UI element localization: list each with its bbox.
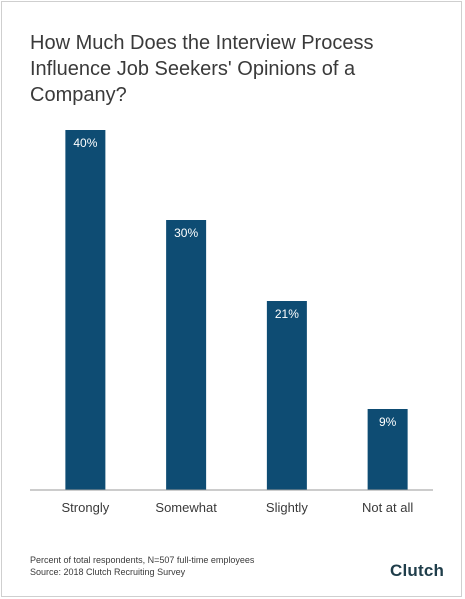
clutch-logo: Clutch xyxy=(390,561,444,581)
labels-group: 40% Strongly 30% Somewhat 21% Slightly 9% Not a… xyxy=(62,136,414,515)
footnote-respondents: Percent of total respondents, N=507 full… xyxy=(30,555,255,565)
category-label-slightly: Slightly xyxy=(266,500,308,515)
bar-not-at-all xyxy=(367,409,408,490)
value-label-strongly: 40% xyxy=(73,136,97,150)
footnote-source: Source: 2018 Clutch Recruiting Survey xyxy=(30,567,186,577)
logo-text: Clutch xyxy=(390,561,445,580)
category-label-strongly: Strongly xyxy=(62,500,110,515)
bars-group xyxy=(65,130,408,490)
title-line-2: Influence Job Seekers' Opinions of a Com… xyxy=(30,58,356,106)
value-label-slightly: 21% xyxy=(275,307,299,321)
value-label-somewhat: 30% xyxy=(174,226,198,240)
category-label-somewhat: Somewhat xyxy=(155,500,217,515)
value-label-not-at-all: 9% xyxy=(379,415,397,429)
bar-strongly xyxy=(65,130,106,490)
bar-somewhat xyxy=(166,220,207,490)
chart-title: How Much Does the Interview Process Infl… xyxy=(30,30,450,108)
bar-slightly xyxy=(266,301,307,490)
category-label-not-at-all: Not at all xyxy=(362,500,413,515)
title-line-1: How Much Does the Interview Process xyxy=(30,32,374,54)
